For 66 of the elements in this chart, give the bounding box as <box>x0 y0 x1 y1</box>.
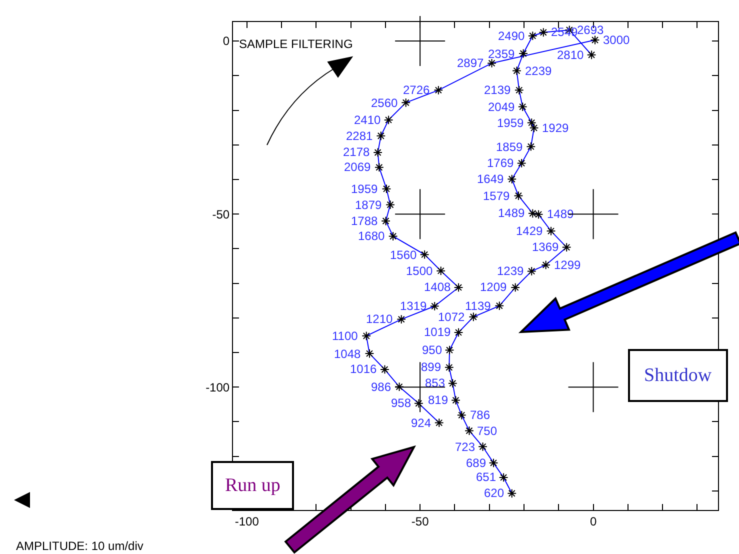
annotation: 1239 <box>497 264 524 278</box>
annotation: 1788 <box>351 214 378 228</box>
annotation: 651 <box>476 470 496 484</box>
text: AMPLITUDE: 10 um/div <box>16 539 144 553</box>
annotation: 1680 <box>358 229 386 243</box>
annotation: 2281 <box>346 129 374 143</box>
x-tick-label: 0 <box>590 514 597 528</box>
annotation: 2726 <box>403 83 430 97</box>
annotation: 1139 <box>465 299 492 313</box>
annotation: 1100 <box>332 329 358 343</box>
annotation: 1959 <box>351 182 378 196</box>
annotation: 1429 <box>516 224 544 238</box>
annotation: 1959 <box>497 116 524 130</box>
annotation: 1369 <box>532 240 560 254</box>
annotation: 2239 <box>525 64 552 78</box>
annotation: 1769 <box>487 156 514 170</box>
annotation: 1072 <box>438 310 466 324</box>
y-tick-label: 0 <box>222 34 230 48</box>
annotation: 924 <box>411 416 432 430</box>
annotation: 1048 <box>334 347 362 361</box>
annotation: Shutdow <box>644 365 712 386</box>
annotation: 2897 <box>457 56 484 70</box>
y-tick-label: -100 <box>206 380 230 394</box>
annotation: 689 <box>466 456 486 470</box>
annotation: 1319 <box>400 299 428 313</box>
annotation: SAMPLE FILTERING <box>239 37 353 51</box>
annotation: 1408 <box>424 280 452 294</box>
annotation: 819 <box>428 393 448 407</box>
annotation: 1299 <box>554 258 582 272</box>
annotation: 620 <box>484 486 504 500</box>
annotation: 1859 <box>496 140 524 154</box>
annotation: 2049 <box>488 100 516 114</box>
annotation: 899 <box>421 360 442 374</box>
annotation: 958 <box>391 396 412 410</box>
annotation: 723 <box>455 440 476 454</box>
annotation: 1209 <box>480 280 508 294</box>
y-tick-label: -50 <box>212 207 230 222</box>
annotation: 986 <box>371 380 392 394</box>
annotation: 2560 <box>371 96 398 110</box>
annotation: 3000 <box>603 33 630 47</box>
annotation: 1016 <box>350 362 378 376</box>
annotation: 1649 <box>477 172 504 186</box>
annotation: 2359 <box>488 47 516 61</box>
annotation: 786 <box>470 408 490 422</box>
annotation: 2410 <box>354 113 382 127</box>
annotation: 2490 <box>498 29 526 43</box>
annotation: 2810 <box>557 48 584 62</box>
annotation: 2069 <box>344 160 372 174</box>
annotation: 2693 <box>577 23 604 37</box>
annotation: 950 <box>422 343 442 357</box>
annotation: 853 <box>425 376 446 390</box>
x-tick-label: -50 <box>411 514 430 528</box>
annotation: 1500 <box>406 264 434 278</box>
annotation: 1560 <box>390 248 418 262</box>
annotation: 750 <box>477 424 498 438</box>
annotation: Run up <box>225 475 280 496</box>
annotation: 2178 <box>343 145 370 159</box>
x-tick-label: -100 <box>234 514 260 528</box>
annotation: 1210 <box>366 312 394 326</box>
annotation: 1879 <box>355 198 382 212</box>
annotation: 1019 <box>424 325 452 339</box>
annotation: 1579 <box>483 189 510 203</box>
annotation: 1489 <box>547 207 574 221</box>
annotation: 1489 <box>498 206 526 220</box>
annotation: 2139 <box>484 83 512 97</box>
annotation: 1929 <box>542 121 570 135</box>
